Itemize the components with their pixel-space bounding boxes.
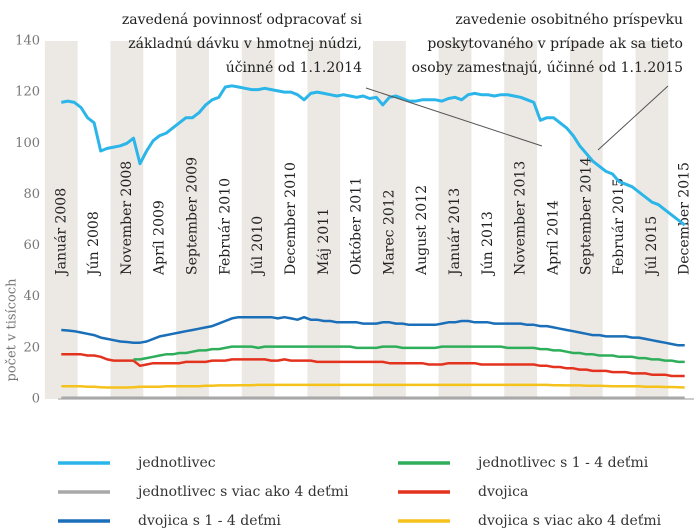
annotation: základnú dávku v hmotnej núdzi,	[128, 36, 362, 52]
x-tick-label: Október 2011	[349, 177, 365, 275]
annotation: zavedená povinnosť odpracovať si	[122, 12, 363, 28]
y-tick-label: 60	[23, 238, 40, 253]
legend-label: dvojica s 1 - 4 deťmi	[138, 513, 281, 529]
band	[110, 41, 144, 399]
x-tick-label: November 2008	[119, 161, 135, 275]
annotation: zavedenie osobitného príspevku	[455, 12, 683, 28]
series-line	[61, 383, 685, 389]
annotation-leader	[365, 87, 543, 147]
x-tick-label: Júl 2015	[644, 216, 660, 277]
annotation-leader	[597, 85, 669, 151]
x-tick-label: December 2015	[677, 162, 693, 275]
series-line	[61, 353, 685, 378]
y-axis-label: počet v tisícoch	[5, 278, 20, 382]
x-tick-label: Apríl 2014	[545, 200, 561, 276]
legend-label: dvojica	[478, 484, 528, 500]
x-tick-label: Január 2008	[53, 188, 69, 277]
x-tick-label: Júl 2010	[250, 216, 266, 277]
y-tick-label: 120	[15, 85, 40, 100]
band	[241, 41, 275, 399]
x-tick-label: August 2012	[414, 185, 430, 276]
annotation: osoby zamestnajú, účinné od 1.1.2015	[412, 60, 683, 76]
x-tick-label: Jún 2013	[480, 211, 496, 277]
y-tick-label: 0	[32, 392, 40, 407]
y-tick-label: 40	[23, 289, 40, 304]
x-tick-label: Marec 2012	[381, 189, 397, 275]
legend-label: jednotlivec s viac ako 4 deťmi	[136, 484, 349, 500]
legend-label: dvojica s viac ako 4 deťmi	[478, 513, 662, 529]
y-tick-label: 20	[23, 340, 40, 355]
x-tick-label: September 2014	[578, 157, 594, 275]
x-tick-label: Február 2015	[611, 178, 627, 275]
band	[569, 41, 603, 399]
series-line	[61, 84, 686, 227]
band	[176, 41, 209, 399]
legend-label: jednotlivec	[136, 455, 216, 471]
x-tick-label: Február 2010	[217, 178, 233, 275]
x-tick-label: Máj 2011	[316, 208, 332, 275]
x-tick-label: Jún 2008	[86, 211, 102, 277]
series-line	[61, 315, 685, 347]
band	[307, 41, 341, 399]
legend-label: jednotlivec s 1 - 4 deťmi	[476, 455, 649, 471]
annotation: účinné od 1.1.2014	[226, 60, 362, 76]
x-tick-label: Apríl 2009	[152, 200, 168, 276]
series-line	[133, 345, 685, 364]
y-tick-label: 80	[23, 187, 40, 202]
annotation: poskytovaného v prípade ak sa tieto	[427, 36, 683, 52]
x-tick-label: December 2010	[283, 162, 299, 275]
x-tick-label: November 2013	[513, 161, 529, 275]
y-tick-label: 100	[15, 136, 40, 151]
x-tick-label: September 2009	[185, 157, 201, 275]
x-tick-label: Január 2013	[447, 188, 463, 277]
y-tick-label: 140	[15, 34, 40, 49]
